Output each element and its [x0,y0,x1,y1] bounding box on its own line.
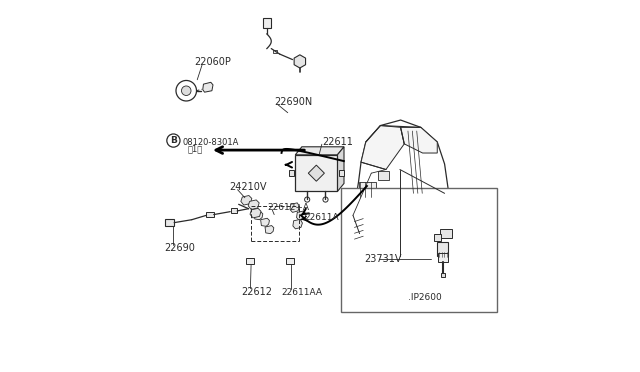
Polygon shape [352,120,448,261]
Polygon shape [290,203,300,212]
Bar [339,170,344,176]
Text: 08120-8301A: 08120-8301A [182,138,239,147]
Bar [230,208,237,214]
Text: 22690N: 22690N [274,97,312,107]
Bar [440,273,445,276]
Polygon shape [203,82,213,92]
Circle shape [176,80,196,101]
Polygon shape [308,165,324,181]
Circle shape [305,197,310,202]
Circle shape [420,252,432,263]
Text: .IP2600: .IP2600 [408,293,442,302]
Circle shape [182,86,191,96]
Bar [273,50,276,53]
Polygon shape [265,225,274,234]
Circle shape [369,252,380,263]
Text: 22611AA: 22611AA [282,288,323,297]
Polygon shape [254,212,263,220]
Text: 23731V: 23731V [364,254,401,263]
Polygon shape [293,219,303,229]
Bar [286,258,294,264]
Circle shape [323,197,328,202]
Text: 22611: 22611 [322,137,353,147]
Text: 24210V: 24210V [229,182,267,192]
Text: （1）: （1） [188,145,203,154]
Bar [434,234,440,241]
Text: 22690: 22690 [164,243,195,253]
Circle shape [415,246,438,269]
Bar [289,170,294,176]
Polygon shape [296,211,306,221]
Polygon shape [248,200,259,209]
Text: 22611A: 22611A [304,213,339,222]
Bar [207,212,214,217]
Polygon shape [294,55,305,68]
Text: 22612+A: 22612+A [267,203,309,212]
Polygon shape [361,125,404,170]
Bar [246,258,253,264]
Polygon shape [241,196,252,205]
Polygon shape [401,127,437,153]
Polygon shape [250,208,261,218]
Polygon shape [337,147,344,192]
Circle shape [167,134,180,147]
Text: B: B [170,136,177,145]
Polygon shape [355,201,364,214]
Text: 22612: 22612 [241,286,272,296]
Bar [295,155,337,192]
Bar [165,219,174,226]
Bar [263,18,271,28]
Bar [378,171,388,180]
Bar [438,253,448,262]
Circle shape [364,246,387,269]
Polygon shape [295,147,344,155]
Bar [440,229,452,238]
Bar [341,188,497,312]
Bar [437,242,448,256]
Bar [359,182,376,197]
Polygon shape [260,218,269,226]
Text: 22060P: 22060P [195,57,232,67]
